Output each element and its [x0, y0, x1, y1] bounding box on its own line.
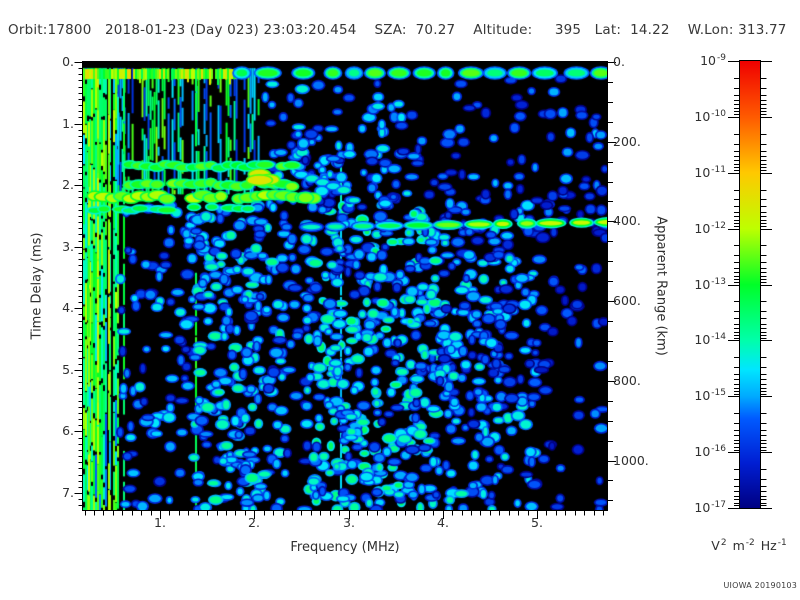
colorbar-tick-label: 10-15 — [680, 388, 726, 406]
colorbar-unit-label: V2 m-2 Hz-1 — [697, 538, 800, 553]
colorbar-exponent: -14 — [711, 332, 726, 342]
colorbar-exponent: -11 — [711, 165, 726, 175]
unit-exponent: -1 — [777, 538, 787, 548]
y2-tick-label: 1000. — [613, 453, 649, 468]
y2-tick-label: 600. — [613, 293, 641, 308]
spectrogram-canvas — [83, 62, 607, 510]
y2-tick-label: 200. — [613, 134, 641, 149]
colorbar-exponent: -15 — [711, 388, 726, 398]
colorbar-base: 10 — [694, 444, 711, 459]
y2-tick-label: 400. — [613, 213, 641, 228]
x-tick-label: 2. — [248, 515, 260, 530]
colorbar-tick-label: 10-17 — [680, 500, 726, 518]
unit-base: V — [711, 538, 720, 553]
y-tick-label: 5. — [62, 362, 74, 377]
x-tick-label: 1. — [154, 515, 166, 530]
colorbar-exponent: -10 — [711, 109, 726, 119]
plot-frame — [82, 61, 608, 511]
colorbar-tick-label: 10-12 — [680, 221, 726, 239]
y2-axis-title: Apparent Range (km) — [653, 216, 669, 356]
colorbar-tick-label: 10-13 — [680, 277, 726, 295]
y-tick-label: 0. — [62, 54, 74, 69]
colorbar-base: 10 — [694, 500, 711, 515]
colorbar-base: 10 — [694, 109, 711, 124]
colorbar-base: 10 — [694, 332, 711, 347]
colorbar-tick-label: 10-14 — [680, 332, 726, 350]
y-tick-label: 1. — [62, 116, 74, 131]
colorbar-base: 10 — [694, 388, 711, 403]
x-tick-label: 3. — [343, 515, 355, 530]
y-tick-label: 4. — [62, 300, 74, 315]
y-tick-label: 3. — [62, 239, 74, 254]
colorbar-tick-label: 10-16 — [680, 444, 726, 462]
x-tick-label: 4. — [437, 515, 449, 530]
unit-exponent: -2 — [745, 538, 755, 548]
colorbar-base: 10 — [694, 165, 711, 180]
unit-exponent: 2 — [720, 538, 727, 548]
colorbar-base: 10 — [700, 53, 717, 68]
colorbar-exponent: -9 — [717, 53, 726, 63]
credit-text: UIOWA 20190103 — [723, 581, 797, 590]
y-tick-label: 7. — [62, 485, 74, 500]
colorbar-exponent: -12 — [711, 221, 726, 231]
y-tick-label: 6. — [62, 423, 74, 438]
colorbar-tick-label: 10-9 — [680, 53, 726, 71]
colorbar-exponent: -13 — [711, 277, 726, 287]
y-tick-label: 2. — [62, 177, 74, 192]
y2-tick-label: 0. — [613, 54, 625, 69]
x-axis-title: Frequency (MHz) — [290, 540, 400, 555]
x-tick-label: 5. — [531, 515, 543, 530]
colorbar-exponent: -17 — [711, 500, 726, 510]
colorbar-base: 10 — [694, 221, 711, 236]
colorbar-exponent: -16 — [711, 444, 726, 454]
y2-tick-label: 800. — [613, 373, 641, 388]
unit-base: Hz — [760, 538, 777, 553]
header-info: Orbit:17800 2018-01-23 (Day 023) 23:03:2… — [8, 22, 787, 38]
unit-base: m — [732, 538, 745, 553]
colorbar-tick-label: 10-11 — [680, 165, 726, 183]
colorbar-base: 10 — [694, 277, 711, 292]
colorbar-tick-label: 10-10 — [680, 109, 726, 127]
colorbar — [739, 60, 761, 509]
